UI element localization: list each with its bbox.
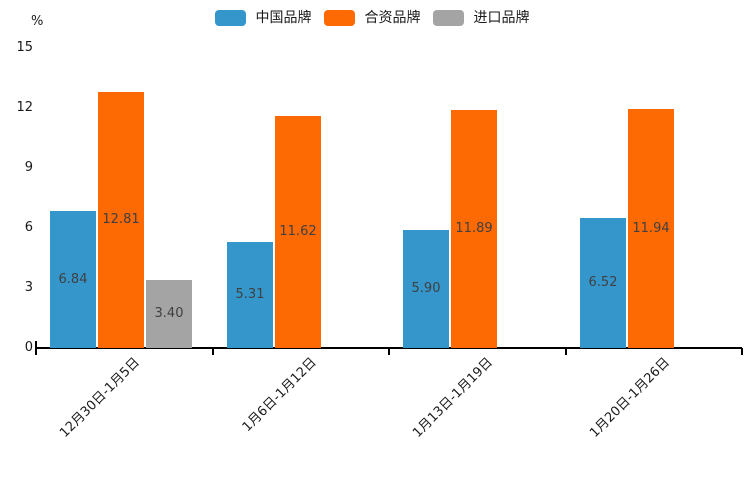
bar-value-label: 6.84 — [58, 272, 88, 287]
bar-value-label: 11.89 — [455, 221, 493, 236]
bar-合资品牌-1[interactable] — [275, 116, 321, 348]
bar-value-label: 5.31 — [235, 287, 265, 302]
bar-合资品牌-0[interactable] — [98, 92, 144, 348]
x-axis-tick — [741, 348, 743, 355]
chart-legend: 中国品牌 合资品牌 进口品牌 — [0, 10, 744, 26]
y-axis-tick-label: 12 — [16, 100, 33, 115]
x-axis-category-label: 1月6日-1月12日 — [239, 355, 320, 435]
bar-中国品牌-1[interactable] — [227, 242, 273, 348]
y-axis-tick-label: 0 — [24, 340, 33, 355]
bar-中国品牌-3[interactable] — [580, 218, 626, 348]
x-axis-tick — [212, 348, 214, 355]
bar-中国品牌-2[interactable] — [403, 230, 449, 348]
x-axis-category-label: 1月13日-1月19日 — [409, 355, 496, 441]
bar-value-label: 3.40 — [154, 306, 184, 321]
x-axis-tick — [35, 341, 37, 355]
y-axis-unit-label: % — [31, 14, 44, 29]
y-axis-tick-label: 3 — [24, 280, 33, 295]
legend-item-1[interactable]: 合资品牌 — [323, 10, 421, 26]
legend-item-0[interactable]: 中国品牌 — [214, 10, 312, 26]
y-axis-tick-label: 9 — [24, 160, 33, 175]
legend-swatch-icon — [432, 10, 464, 26]
bar-value-label: 11.94 — [632, 221, 670, 236]
legend-label: 合资品牌 — [364, 10, 421, 26]
bar-中国品牌-0[interactable] — [50, 211, 96, 348]
legend-swatch-icon — [323, 10, 355, 26]
bar-value-label: 6.52 — [588, 275, 618, 290]
y-axis-tick-label: 15 — [16, 40, 33, 55]
legend-swatch-icon — [214, 10, 246, 26]
x-axis-category-label: 12月30日-1月5日 — [56, 355, 143, 441]
legend-label: 进口品牌 — [473, 10, 530, 26]
bar-合资品牌-2[interactable] — [451, 110, 497, 348]
x-axis-category-label: 1月20日-1月26日 — [586, 355, 673, 441]
y-axis-tick-label: 6 — [24, 220, 33, 235]
bar-进口品牌-0[interactable] — [146, 280, 192, 348]
bar-value-label: 11.62 — [279, 224, 317, 239]
x-axis-tick — [565, 348, 567, 355]
bar-value-label: 5.90 — [411, 281, 441, 296]
bar-value-label: 12.81 — [102, 212, 140, 227]
x-axis-tick — [388, 348, 390, 355]
bar-合资品牌-3[interactable] — [628, 109, 674, 348]
legend-label: 中国品牌 — [255, 10, 312, 26]
legend-item-2[interactable]: 进口品牌 — [432, 10, 530, 26]
